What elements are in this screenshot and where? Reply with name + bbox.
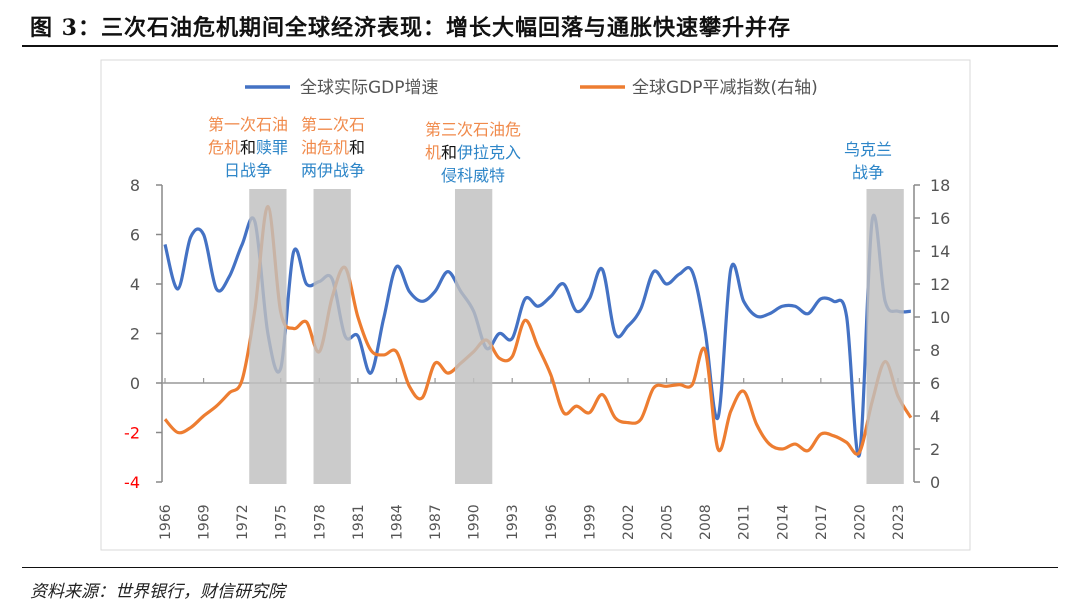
- annotation-text: 侵科威特: [441, 166, 505, 185]
- annotation-segment: 伊拉克入: [457, 143, 521, 162]
- left-tick-label: 6: [130, 226, 140, 245]
- plot-frame: [100, 59, 971, 551]
- left-tick-label: 8: [130, 176, 140, 195]
- x-tick-label: 2005: [660, 504, 676, 540]
- left-tick-label: 2: [130, 325, 140, 344]
- right-tick-label: 6: [930, 374, 940, 393]
- gdp-growth-line: [163, 213, 911, 458]
- left-tick-label: 4: [130, 275, 140, 294]
- annotation-segment: 油危机: [301, 138, 349, 157]
- right-tick-label: 12: [930, 275, 950, 294]
- annotation-segment: 机: [425, 143, 441, 162]
- annotation-text: 第二次石: [301, 115, 365, 134]
- annotation-text: 第三次石油危: [425, 120, 521, 139]
- x-tick-label: 2017: [814, 504, 830, 540]
- source-note: 资料来源：世界银行，财信研究院: [30, 582, 285, 602]
- x-tick-label: 1966: [158, 504, 174, 540]
- right-tick-label: 8: [930, 341, 940, 360]
- annotation-segment: 和: [349, 138, 365, 157]
- crisis-shading: [866, 189, 904, 484]
- x-tick-label: 1990: [467, 504, 483, 540]
- right-tick-label: 18: [930, 176, 950, 195]
- annotation-text: 危机和赎罪: [208, 138, 288, 157]
- x-tick-label: 2002: [621, 504, 637, 540]
- x-tick-label: 2011: [737, 504, 753, 540]
- left-tick-label: -4: [124, 473, 140, 492]
- annotation-text: 日战争: [224, 161, 272, 180]
- x-tick-label: 1975: [274, 504, 290, 540]
- x-tick-label: 2020: [852, 504, 868, 540]
- annotation-segment: 日战争: [224, 161, 272, 180]
- x-tick-label: 1972: [235, 504, 251, 540]
- title-rule: [22, 45, 1058, 47]
- annotation-segment: 侵科威特: [441, 166, 505, 185]
- annotation-text: 两伊战争: [301, 161, 365, 180]
- right-tick-label: 14: [930, 242, 950, 261]
- annotation-segment: 战争: [852, 163, 884, 182]
- right-tick-label: 16: [930, 209, 950, 228]
- footer-rule: [22, 567, 1058, 568]
- annotation-segment: 第一次石油: [208, 115, 288, 134]
- x-tick-label: 1969: [197, 504, 213, 540]
- annotation-segment: 和: [240, 138, 256, 157]
- legend-label: 全球实际GDP增速: [300, 78, 439, 98]
- x-tick-label: 1999: [582, 504, 598, 540]
- right-tick-label: 0: [930, 473, 940, 492]
- x-tick-label: 2014: [775, 504, 791, 540]
- left-tick-label: -2: [124, 424, 140, 443]
- x-tick-label: 1978: [312, 504, 328, 540]
- right-tick-label: 2: [930, 440, 940, 459]
- annotation-segment: 和: [441, 143, 457, 162]
- annotation-text: 油危机和: [301, 138, 365, 157]
- left-tick-label: 0: [130, 374, 140, 393]
- legend-label: 全球GDP平减指数(右轴): [632, 78, 818, 98]
- annotation-text: 第一次石油: [208, 115, 288, 134]
- right-tick-label: 10: [930, 308, 950, 327]
- x-tick-label: 2023: [891, 504, 907, 540]
- crisis-shading: [249, 189, 287, 484]
- annotation-segment: 赎罪: [256, 138, 288, 157]
- annotation-text: 乌克兰: [844, 140, 892, 159]
- x-tick-label: 1981: [351, 504, 367, 540]
- x-tick-label: 2008: [698, 504, 714, 540]
- x-tick-label: 1996: [544, 504, 560, 540]
- x-tick-label: 1987: [428, 504, 444, 540]
- right-tick-label: 4: [930, 407, 940, 426]
- annotation-segment: 危机: [208, 138, 240, 157]
- annotation-segment: 第二次石: [301, 115, 365, 134]
- crisis-shading: [313, 189, 351, 484]
- annotation-segment: 两伊战争: [301, 161, 365, 180]
- x-tick-label: 1993: [505, 504, 521, 540]
- annotation-segment: 乌克兰: [844, 140, 892, 159]
- figure-title: 图 3：三次石油危机期间全球经济表现：增长大幅回落与通胀快速攀升并存: [30, 15, 791, 41]
- annotation-segment: 第三次石油危: [425, 120, 521, 139]
- crisis-shading: [454, 189, 493, 484]
- x-tick-label: 1984: [389, 504, 405, 540]
- annotation-text: 机和伊拉克入: [425, 143, 521, 162]
- annotation-text: 战争: [852, 163, 884, 182]
